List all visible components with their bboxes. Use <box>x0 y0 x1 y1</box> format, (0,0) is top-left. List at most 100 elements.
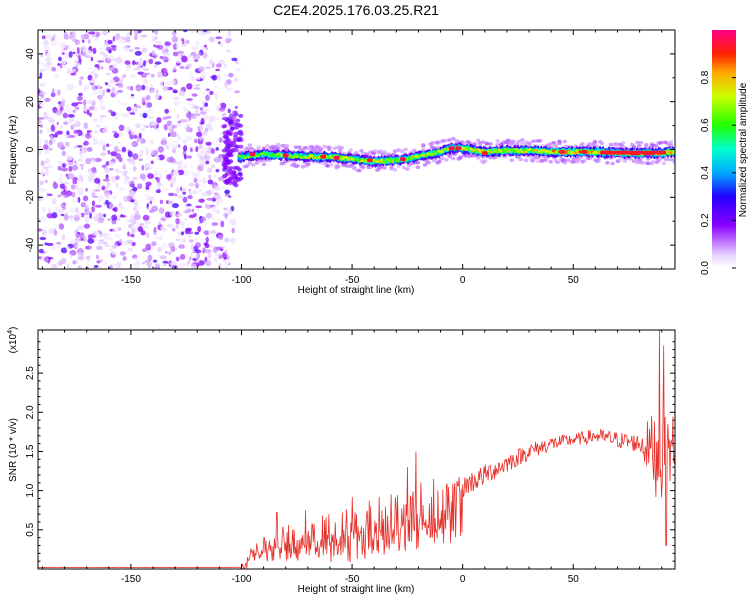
heatmap-noise-cell <box>211 222 219 226</box>
heatmap-noise-cell <box>210 188 215 195</box>
heatmap-noise-cell <box>138 152 143 158</box>
heatmap-noise-cell <box>204 127 208 133</box>
heatmap-noise-cell <box>115 33 121 40</box>
heatmap-noise-cell <box>196 40 200 47</box>
heatmap-noise-cell <box>238 176 244 181</box>
heatmap-noise-cell <box>44 97 51 102</box>
heatmap-noise-cell <box>70 184 76 190</box>
heatmap-noise-cell <box>86 66 94 70</box>
heatmap-noise-cell <box>61 234 66 241</box>
heatmap-noise-cell <box>175 256 180 262</box>
heatmap-noise-cell <box>88 31 96 35</box>
heatmap-noise-cell <box>188 183 195 187</box>
heatmap-noise-cell <box>207 252 211 259</box>
heatmap-halo-cell <box>391 153 396 157</box>
heatmap-noise-cell <box>71 102 79 107</box>
heatmap-noise-cell <box>173 99 181 107</box>
heatmap-noise-cell <box>159 56 164 59</box>
heatmap-noise-cell <box>116 170 124 174</box>
heatmap-noise-cell <box>208 122 212 127</box>
heatmap-noise-cell <box>233 175 239 180</box>
heatmap-noise-cell <box>168 200 174 204</box>
heatmap-noise-cell <box>95 245 103 251</box>
heatmap-noise-cell <box>200 149 207 155</box>
heatmap-noise-cell <box>223 206 230 214</box>
heatmap-noise-cell <box>111 87 116 93</box>
heatmap-noise-cell <box>93 189 101 192</box>
heatmap-noise-cell <box>111 220 117 225</box>
heatmap-noise-cell <box>190 263 198 268</box>
heatmap-noise-cell <box>84 132 92 139</box>
heatmap-noise-cell <box>72 196 80 203</box>
heatmap-noise-cell <box>188 54 192 59</box>
heatmap-halo-cell <box>557 139 562 143</box>
heatmap-noise-cell <box>193 53 201 60</box>
heatmap-noise-cell <box>177 50 185 55</box>
heatmap-noise-cell <box>162 85 169 91</box>
heatmap-noise-cell <box>95 31 100 38</box>
heatmap-noise-cell <box>48 228 55 235</box>
heatmap-noise-cell <box>130 85 134 91</box>
heatmap-halo-cell <box>399 149 405 153</box>
heatmap-noise-cell <box>147 254 153 262</box>
heatmap-noise-cell <box>60 190 67 196</box>
heatmap-noise-cell <box>133 264 140 269</box>
heatmap-noise-cell <box>81 166 84 170</box>
heatmap-ridge-cell <box>242 154 246 158</box>
heatmap-halo-cell <box>276 142 281 147</box>
heatmap-noise-cell <box>84 216 90 223</box>
heatmap-noise-cell <box>38 137 42 144</box>
heatmap-peak-cell <box>581 149 588 154</box>
heatmap-noise-cell <box>112 207 117 212</box>
heatmap-noise-cell <box>135 123 141 129</box>
heatmap-noise-cell <box>198 161 203 165</box>
heatmap-noise-cell <box>101 164 107 168</box>
heatmap-noise-cell <box>63 121 69 125</box>
heatmap-noise-cell <box>157 179 160 184</box>
heatmap-noise-cell <box>127 219 133 223</box>
heatmap-noise-cell <box>151 205 158 212</box>
heatmap-noise-cell <box>224 81 229 88</box>
heatmap-noise-cell <box>234 125 240 130</box>
spectrogram-ticks: -150 -100 -50 0 50 -40 -20 0 20 40 <box>25 29 675 286</box>
heatmap-noise-cell <box>51 246 56 250</box>
heatmap-noise-cell <box>185 112 191 119</box>
heatmap-noise-cell <box>89 71 96 75</box>
x-tick-label: -50 <box>345 275 360 286</box>
heatmap-noise-cell <box>190 116 197 119</box>
heatmap-noise-cell <box>135 85 143 92</box>
heatmap-noise-cell <box>190 75 196 82</box>
heatmap-ridge-cell <box>477 148 481 152</box>
heatmap-noise-cell <box>69 33 77 41</box>
heatmap-noise-cell <box>134 30 139 36</box>
colorbar-tick-label: 0.2 <box>700 213 711 227</box>
heatmap-noise-cell <box>93 237 97 244</box>
heatmap-noise-cell <box>138 132 142 139</box>
heatmap-halo-cell <box>295 164 300 168</box>
heatmap-noise-cell <box>218 41 221 44</box>
heatmap-noise-cell <box>150 139 154 145</box>
heatmap-noise-cell <box>136 135 140 143</box>
heatmap-noise-cell <box>205 160 210 165</box>
heatmap-noise-cell <box>224 249 228 255</box>
heatmap-noise-cell <box>188 189 191 192</box>
heatmap-noise-cell <box>217 218 223 221</box>
heatmap-noise-cell <box>204 164 207 168</box>
heatmap-noise-cell <box>207 179 214 185</box>
heatmap-noise-cell <box>126 106 132 112</box>
heatmap-noise-cell <box>237 129 243 134</box>
heatmap-halo-cell <box>401 165 406 170</box>
heatmap-noise-cell <box>106 84 112 87</box>
heatmap-noise-cell <box>82 195 89 202</box>
heatmap-noise-cell <box>143 224 148 229</box>
heatmap-noise-cell <box>98 217 104 224</box>
heatmap-halo-cell <box>587 142 592 146</box>
heatmap-ridge-cell <box>270 154 274 158</box>
heatmap-noise-cell <box>214 194 222 200</box>
heatmap-peak-cell <box>599 150 667 155</box>
heatmap-noise-cell <box>132 176 139 181</box>
heatmap-noise-cell <box>163 188 170 191</box>
heatmap-noise-cell <box>208 36 215 43</box>
heatmap-noise-cell <box>161 243 168 249</box>
heatmap-noise-cell <box>152 121 159 126</box>
